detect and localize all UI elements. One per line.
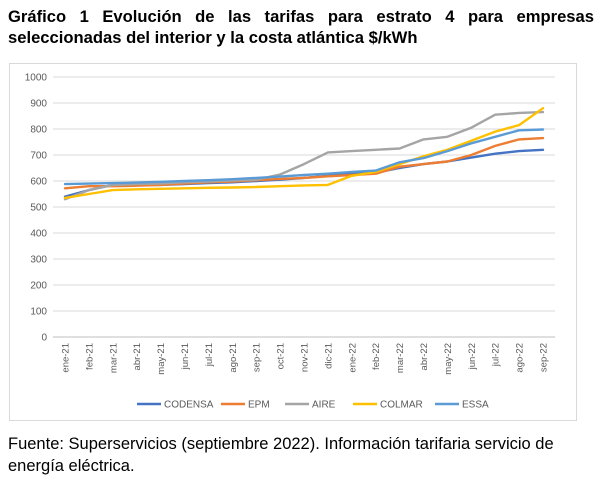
- x-tick-label: nov-21: [300, 343, 311, 372]
- y-tick-label: 600: [30, 177, 47, 188]
- y-tick-label: 900: [30, 99, 47, 110]
- x-tick-label: sep-22: [539, 343, 550, 372]
- x-tick-label: abr-21: [132, 343, 143, 370]
- x-tick-label: feb-22: [371, 343, 382, 370]
- y-tick-label: 100: [30, 307, 47, 318]
- y-tick-label: 300: [30, 255, 47, 266]
- series-line-essa: [63, 128, 545, 186]
- y-tick-label: 800: [30, 125, 47, 136]
- series-line-colmar: [63, 107, 545, 200]
- line-chart: 0 100 200 300 400 500 600 700 800 900 1000 ene-21 f…: [25, 73, 555, 411]
- x-tick-label: sep-21: [252, 343, 263, 372]
- x-tick-label: jul-21: [204, 343, 215, 367]
- series-line-aire: [63, 110, 545, 201]
- legend-label: AIRE: [312, 400, 336, 411]
- legend-item-essa: ESSA: [435, 400, 489, 411]
- y-tick-label: 200: [30, 281, 47, 292]
- y-tick-label: 1000: [25, 73, 48, 84]
- legend-label: CODENSA: [164, 400, 214, 411]
- series-line-epm: [63, 136, 545, 190]
- x-tick-label: ene-22: [347, 343, 358, 373]
- x-tick-label: jul-22: [491, 343, 502, 367]
- x-tick-label: ene-21: [60, 343, 71, 373]
- chart-area: 0 100 200 300 400 500 600 700 800 900 1000 ene-21 f…: [9, 63, 577, 421]
- x-tick-label: abr-22: [419, 343, 430, 370]
- legend-item-aire: AIRE: [285, 400, 336, 411]
- x-tick-label: ago-21: [228, 343, 239, 373]
- x-tick-label: jun-22: [467, 343, 478, 370]
- x-tick-label: mar-22: [395, 343, 406, 373]
- legend-label: COLMAR: [380, 400, 423, 411]
- source-note: Fuente: Superservicios (septiembre 2022)…: [8, 435, 554, 475]
- legend-label: EPM: [248, 400, 270, 411]
- legend-label: ESSA: [462, 400, 489, 411]
- x-tick-label: dic-21: [323, 343, 334, 369]
- chart-title: Gráfico 1 Evolución de las tarifas para …: [8, 7, 594, 47]
- x-tick-label: ago-22: [515, 343, 526, 373]
- x-tick-label: jun-21: [180, 343, 191, 370]
- x-tick-label: may-22: [443, 343, 454, 375]
- x-tick-label: oct-21: [276, 343, 287, 369]
- legend-item-epm: EPM: [221, 400, 270, 411]
- x-tick-label: mar-21: [108, 343, 119, 373]
- legend-item-codensa: CODENSA: [137, 400, 214, 411]
- y-tick-label: 700: [30, 151, 47, 162]
- x-tick-label: feb-21: [84, 343, 95, 370]
- y-tick-label: 0: [41, 333, 47, 344]
- x-tick-label: may-21: [156, 343, 167, 375]
- y-tick-label: 400: [30, 229, 47, 240]
- y-tick-label: 500: [30, 203, 47, 214]
- legend-item-colmar: COLMAR: [353, 400, 423, 411]
